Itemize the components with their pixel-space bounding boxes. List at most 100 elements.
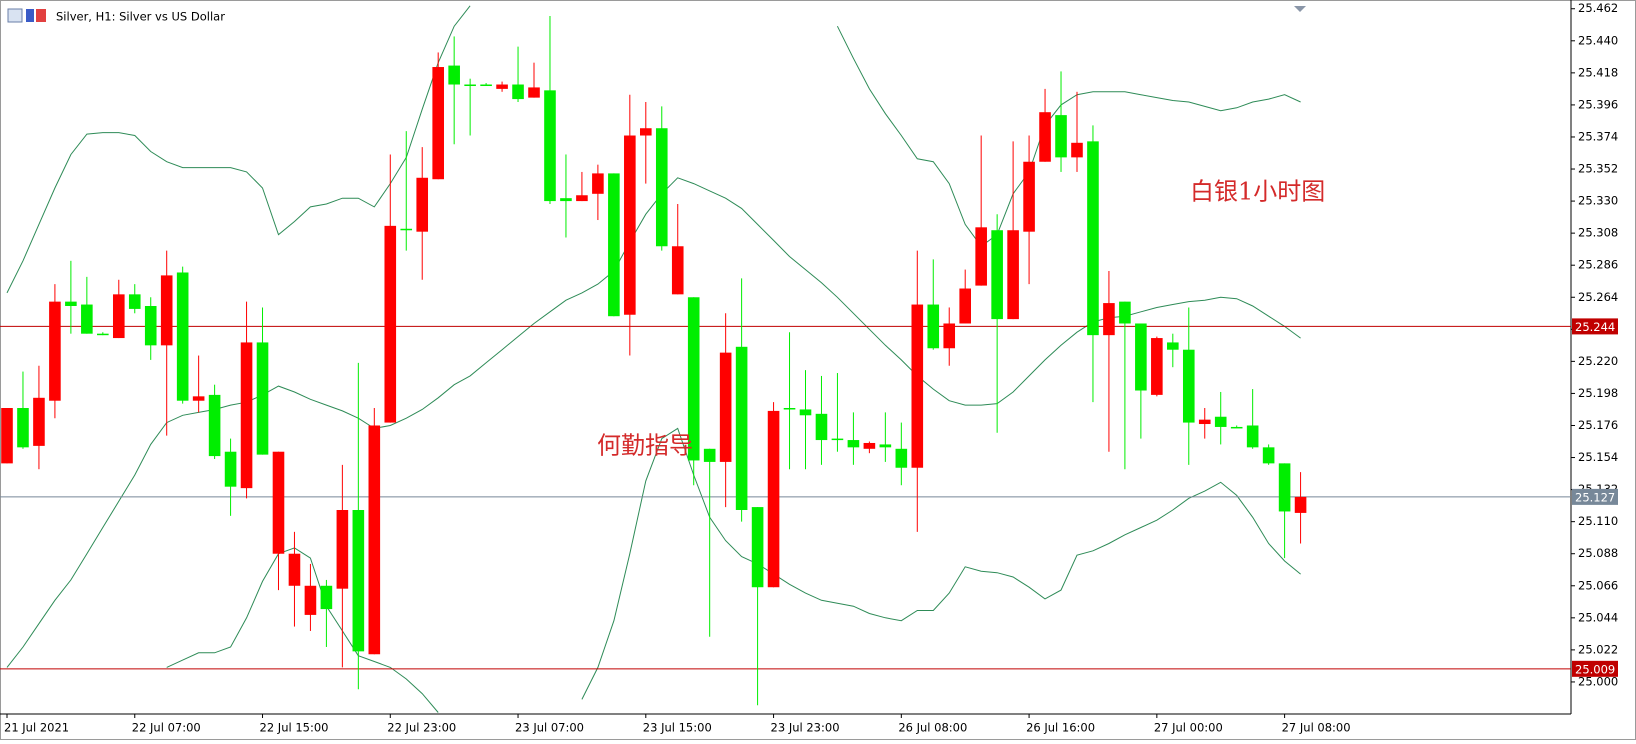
x-tick-label: 22 Jul 07:00 bbox=[132, 721, 201, 735]
candle-body bbox=[719, 352, 732, 462]
price-label: 25.244 bbox=[1575, 320, 1615, 334]
icon bbox=[26, 9, 34, 22]
y-tick-label: 25.330 bbox=[1578, 194, 1618, 208]
candle-body bbox=[1278, 463, 1291, 512]
candle-body bbox=[1246, 425, 1259, 448]
candle-body bbox=[128, 294, 141, 309]
candle-body bbox=[767, 410, 780, 588]
y-tick-label: 25.418 bbox=[1578, 65, 1618, 79]
candle-body bbox=[192, 396, 205, 401]
candle-body bbox=[703, 448, 716, 462]
candle-body bbox=[1119, 301, 1131, 324]
shift-marker bbox=[1294, 6, 1306, 12]
candle-body bbox=[81, 304, 93, 334]
candle-body bbox=[288, 553, 301, 586]
candle-body bbox=[815, 413, 828, 441]
candle-body bbox=[144, 306, 157, 346]
candle-body bbox=[1167, 342, 1179, 350]
candle-body bbox=[831, 438, 844, 441]
candle-body bbox=[592, 173, 604, 194]
y-tick-label: 25.264 bbox=[1578, 290, 1618, 304]
candle-body bbox=[975, 227, 987, 286]
band-line bbox=[166, 547, 439, 713]
price-label-box bbox=[1572, 318, 1618, 335]
candle-body bbox=[991, 230, 1003, 320]
candle-body bbox=[1214, 416, 1227, 427]
candle-body bbox=[352, 510, 365, 652]
candle-body bbox=[512, 84, 524, 100]
candle-body bbox=[1, 408, 13, 464]
candle-body bbox=[624, 135, 636, 315]
candle-body bbox=[1039, 112, 1051, 162]
candle-body bbox=[879, 444, 892, 448]
candle-body bbox=[751, 507, 764, 588]
candle-body bbox=[1182, 349, 1195, 423]
price-label: 25.009 bbox=[1575, 662, 1615, 676]
candle-body bbox=[735, 346, 748, 510]
candle-body bbox=[528, 87, 540, 98]
candle-body bbox=[576, 195, 588, 202]
y-tick-label: 25.220 bbox=[1578, 354, 1618, 368]
candle-body bbox=[464, 84, 476, 87]
candle-body bbox=[927, 304, 940, 349]
annotation: 何勤指导 bbox=[597, 432, 693, 460]
x-tick-label: 22 Jul 23:00 bbox=[387, 721, 456, 735]
candle-body bbox=[687, 297, 700, 461]
candle-body bbox=[448, 65, 460, 85]
candle-body bbox=[432, 67, 444, 180]
candle-body bbox=[783, 408, 796, 410]
candle-body bbox=[368, 425, 381, 655]
candle-body bbox=[1087, 141, 1099, 336]
band-line bbox=[6, 5, 471, 294]
candle-body bbox=[224, 451, 237, 487]
x-tick-label: 22 Jul 15:00 bbox=[260, 721, 329, 735]
candle-body bbox=[160, 275, 173, 346]
candle-body bbox=[1151, 338, 1163, 395]
candle-body bbox=[176, 272, 189, 401]
candle-body bbox=[33, 397, 45, 446]
candle-body bbox=[384, 225, 397, 423]
y-tick-label: 25.176 bbox=[1578, 418, 1618, 432]
candle-body bbox=[799, 409, 812, 416]
candle-body bbox=[1007, 230, 1019, 320]
candle-body bbox=[671, 246, 684, 295]
candle-body bbox=[49, 301, 61, 401]
candle-body bbox=[480, 84, 492, 87]
x-tick-label: 27 Jul 08:00 bbox=[1282, 721, 1351, 735]
x-tick-label: 23 Jul 23:00 bbox=[771, 721, 840, 735]
candle-body bbox=[17, 408, 29, 448]
candle-body bbox=[1230, 426, 1243, 429]
candle-body bbox=[1294, 496, 1307, 513]
price-label: 25.127 bbox=[1575, 490, 1615, 504]
candle-body bbox=[208, 394, 221, 457]
price-label-box bbox=[1572, 488, 1618, 505]
candle-body bbox=[304, 585, 317, 615]
candle-body bbox=[97, 333, 109, 336]
y-tick-label: 25.352 bbox=[1578, 162, 1618, 176]
candle-body bbox=[65, 301, 77, 306]
icon bbox=[36, 9, 46, 22]
band-line bbox=[836, 25, 1301, 248]
y-tick-label: 25.286 bbox=[1578, 258, 1618, 272]
candle-body bbox=[655, 128, 668, 247]
candle-body bbox=[1262, 447, 1275, 464]
y-tick-label: 25.022 bbox=[1578, 642, 1618, 656]
band-line bbox=[6, 177, 1301, 668]
x-tick-label: 26 Jul 16:00 bbox=[1026, 721, 1095, 735]
price-label-box bbox=[1572, 660, 1618, 677]
y-tick-label: 25.198 bbox=[1578, 386, 1618, 400]
candle-body bbox=[496, 84, 508, 89]
candle-body bbox=[895, 448, 908, 468]
candle-body bbox=[400, 228, 413, 231]
x-tick-label: 23 Jul 15:00 bbox=[643, 721, 712, 735]
candle-body bbox=[112, 294, 125, 339]
chart-title: Silver, H1: Silver vs US Dollar bbox=[56, 10, 225, 24]
candle-body bbox=[911, 304, 924, 468]
candle-body bbox=[240, 342, 253, 489]
candle-body bbox=[608, 173, 620, 317]
y-tick-label: 25.440 bbox=[1578, 33, 1618, 47]
candle-body bbox=[847, 440, 860, 448]
